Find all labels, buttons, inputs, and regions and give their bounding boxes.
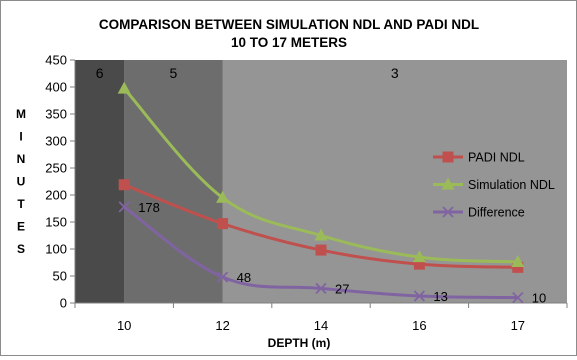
chart-title-line-2: 10 TO 17 METERS	[231, 35, 347, 50]
series-point-difference-16	[413, 290, 426, 302]
band-6	[75, 60, 125, 303]
legend-label-difference: Difference	[468, 206, 525, 220]
legend-marker-difference	[442, 206, 454, 218]
series-point-padi-ndl-16	[413, 258, 425, 270]
data-label-difference-10: 178	[138, 200, 160, 215]
y-axis-title-letter-6: S	[17, 242, 25, 256]
series-point-padi-ndl-10	[118, 179, 130, 191]
series-point-difference-12	[216, 271, 229, 283]
series-point-simulation-ndl-17	[511, 254, 525, 267]
x-tick-label-12: 12	[215, 318, 229, 333]
y-axis-title-letter-1: I	[19, 130, 22, 144]
y-tick-label-250: 250	[45, 161, 67, 176]
x-tick-label-17: 17	[511, 318, 525, 333]
legend-marker-padi-ndl	[442, 151, 454, 163]
data-label-difference-14: 27	[335, 281, 349, 296]
series-point-simulation-ndl-10	[117, 81, 131, 94]
series-point-padi-ndl-14	[315, 244, 327, 256]
band-5	[124, 60, 223, 303]
series-line-difference	[123, 205, 518, 300]
x-tick-label-14: 14	[314, 318, 328, 333]
data-label-difference-12: 48	[237, 270, 251, 285]
chart-title-line-1: COMPARISON BETWEEN SIMULATION NDL AND PA…	[99, 17, 479, 32]
series-line-simulation-ndl	[123, 87, 518, 264]
legend-marker-simulation-ndl	[441, 177, 455, 190]
x-tick-label-10: 10	[117, 318, 131, 333]
y-tick-label-100: 100	[45, 242, 67, 257]
series-point-difference-17	[512, 291, 524, 304]
y-tick-label-150: 150	[45, 215, 67, 230]
y-tick-label-300: 300	[45, 134, 67, 149]
band-3-label: 3	[391, 65, 399, 81]
y-tick-label-50: 50	[53, 269, 67, 284]
series-point-padi-ndl-17	[512, 261, 524, 273]
y-axis-title-letter-4: T	[17, 197, 25, 211]
y-tick-label-400: 400	[45, 80, 67, 95]
chart: COMPARISON BETWEEN SIMULATION NDL AND PA…	[16, 17, 568, 350]
series-point-simulation-ndl-14	[314, 228, 328, 241]
series-point-padi-ndl-12	[217, 218, 229, 230]
series-point-difference-10	[118, 201, 130, 213]
x-tick-label-16: 16	[412, 318, 426, 333]
y-tick-label-350: 350	[45, 107, 67, 122]
legend-label-padi-ndl: PADI NDL	[468, 151, 525, 165]
series-point-simulation-ndl-16	[412, 250, 426, 263]
band-5-label: 5	[170, 65, 178, 81]
series-point-difference-14	[315, 282, 327, 295]
legend-label-simulation-ndl: Simulation NDL	[468, 178, 555, 192]
data-label-difference-16: 13	[433, 289, 447, 304]
y-axis-title-letter-5: E	[17, 220, 25, 234]
y-axis-title-letter-0: M	[16, 107, 26, 121]
data-label-difference-17: 10	[532, 291, 546, 306]
y-axis-title-letter-2: N	[17, 152, 26, 166]
y-tick-label-450: 450	[45, 53, 67, 68]
y-tick-label-0: 0	[60, 296, 67, 311]
y-axis-title-letter-3: U	[17, 175, 26, 189]
y-tick-label-200: 200	[45, 188, 67, 203]
band-6-label: 6	[96, 65, 104, 81]
series-point-simulation-ndl-12	[216, 190, 230, 203]
x-axis-title: DEPTH (m)	[268, 336, 331, 350]
